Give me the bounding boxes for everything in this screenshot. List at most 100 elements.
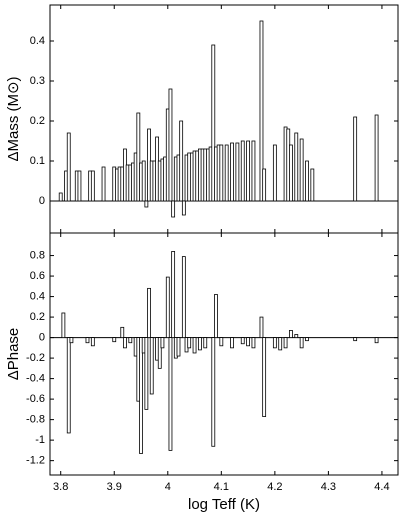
- x-tick-label: 4.2: [267, 481, 282, 493]
- bar: [224, 144, 229, 202]
- bar: [240, 140, 245, 202]
- bar: [203, 337, 208, 349]
- bar: [294, 132, 299, 202]
- bar: [230, 142, 234, 202]
- y-tick-label: -0.2: [26, 352, 45, 364]
- y-axis-title: ΔPhase: [5, 328, 22, 381]
- y-tick-label: 0.8: [30, 249, 45, 261]
- y-tick-label: -1.2: [26, 455, 45, 467]
- bar: [179, 120, 184, 202]
- y-tick-label: 0.2: [30, 115, 45, 127]
- bar: [61, 312, 66, 338]
- bar: [251, 337, 256, 349]
- bar: [278, 337, 283, 351]
- x-tick-label: 4.1: [214, 481, 229, 493]
- y-tick-label: 0.6: [30, 270, 45, 282]
- bar: [181, 200, 186, 216]
- plot-frame: [49, 232, 399, 476]
- bar: [294, 334, 299, 338]
- bar: [144, 200, 149, 208]
- bar: [157, 337, 162, 369]
- y-tick-label: 0: [39, 331, 45, 343]
- bar: [141, 160, 146, 202]
- bar: [187, 337, 192, 349]
- y-tick-label: 0.2: [30, 311, 45, 323]
- x-tick-label: 4.3: [321, 481, 336, 493]
- bar: [123, 337, 127, 349]
- y-tick-label: 0.4: [30, 35, 45, 47]
- bar: [112, 337, 117, 343]
- bar: [283, 337, 288, 349]
- bar: [147, 287, 151, 338]
- bar: [128, 337, 133, 344]
- bar: [259, 316, 264, 338]
- bar: [90, 337, 95, 347]
- bar: [353, 116, 358, 202]
- bar: [353, 337, 358, 342]
- bar: [198, 337, 202, 351]
- bar: [77, 170, 82, 202]
- bar: [171, 200, 176, 218]
- bar: [58, 192, 63, 202]
- bar: [144, 337, 149, 410]
- y-axis-title: ΔMass (M⊙): [5, 76, 22, 161]
- bar: [219, 337, 224, 347]
- bar: [85, 337, 90, 344]
- bar: [181, 256, 186, 338]
- x-tick-label: 3.8: [53, 481, 68, 493]
- bar: [69, 337, 74, 344]
- bar: [246, 140, 250, 202]
- bar: [374, 114, 379, 202]
- bar: [168, 88, 173, 202]
- bar: [251, 140, 256, 202]
- bar: [214, 294, 218, 338]
- bar: [211, 337, 216, 447]
- y-tick-label: -0.4: [26, 373, 45, 385]
- bar: [211, 44, 216, 202]
- bar: [230, 337, 234, 349]
- bar: [374, 337, 379, 344]
- bar: [240, 337, 245, 345]
- bar: [262, 337, 267, 417]
- bar: [139, 337, 143, 454]
- bar: [289, 144, 293, 202]
- bar: [272, 144, 277, 202]
- x-tick-label: 4.4: [374, 481, 389, 493]
- x-axis-title: log Teff (K): [188, 496, 260, 513]
- bar: [136, 112, 141, 202]
- bar: [120, 326, 125, 338]
- bar: [219, 144, 224, 202]
- bar: [90, 170, 95, 202]
- x-tick-label: 4: [165, 481, 171, 493]
- bar: [101, 166, 106, 202]
- bar: [305, 160, 309, 202]
- bar: [262, 168, 267, 202]
- bar: [235, 142, 240, 202]
- bar: [299, 138, 304, 202]
- bar: [149, 337, 154, 395]
- bar: [299, 337, 304, 349]
- y-tick-label: 0.1: [30, 155, 45, 167]
- bar: [259, 20, 264, 202]
- y-tick-label: -0.6: [26, 393, 45, 405]
- bar: [289, 330, 293, 338]
- y-tick-label: 0.4: [30, 290, 45, 302]
- bar: [171, 251, 176, 338]
- y-tick-label: 0.3: [30, 75, 45, 87]
- bar: [305, 337, 309, 342]
- y-tick-label: 0: [39, 195, 45, 207]
- y-tick-label: -0.8: [26, 414, 45, 426]
- bar: [176, 337, 181, 357]
- bar: [66, 337, 71, 434]
- bar: [192, 337, 197, 354]
- bar: [246, 337, 250, 347]
- x-tick-label: 3.9: [107, 481, 122, 493]
- bar: [168, 337, 173, 451]
- bar: [66, 132, 71, 202]
- bar: [272, 337, 277, 349]
- y-tick-label: -1: [35, 434, 45, 446]
- bar: [160, 337, 165, 349]
- bar: [165, 276, 170, 338]
